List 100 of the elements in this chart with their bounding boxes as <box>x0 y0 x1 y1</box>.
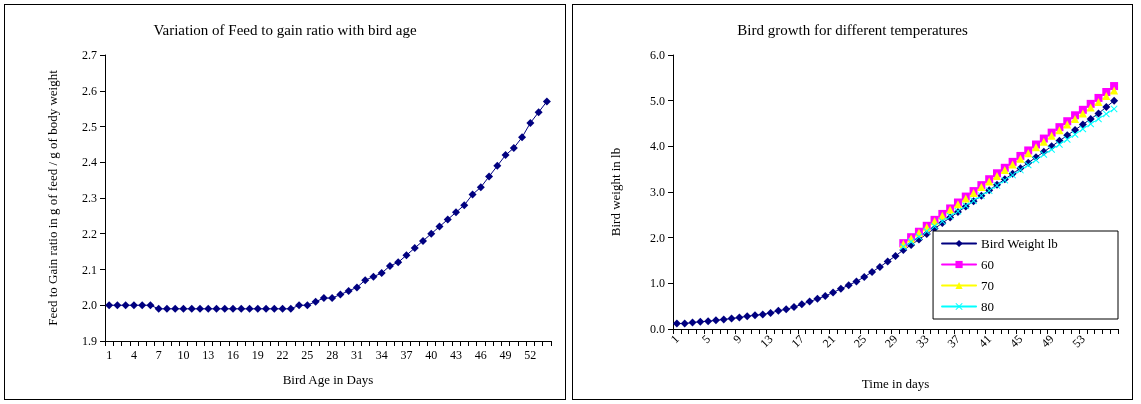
point <box>237 304 246 313</box>
point <box>852 277 861 286</box>
x-tick-label: 22 <box>276 348 289 362</box>
point <box>534 108 543 117</box>
point <box>790 303 799 312</box>
x-tick-label: 13 <box>202 348 215 362</box>
point <box>1102 110 1110 118</box>
point <box>1110 86 1119 95</box>
point <box>229 304 238 313</box>
point <box>129 301 138 310</box>
point <box>369 272 378 281</box>
point <box>452 208 461 217</box>
x-tick-label: 37 <box>400 348 413 362</box>
point <box>154 304 163 313</box>
point <box>418 236 427 245</box>
point <box>377 269 386 278</box>
x-tick-label: 5 <box>698 332 714 347</box>
x-tick-label: 4 <box>130 348 137 362</box>
point <box>1110 96 1119 105</box>
x-tick-label: 40 <box>425 348 438 362</box>
y-tick-label: 2.0 <box>82 298 97 313</box>
point <box>311 297 320 306</box>
point <box>303 301 312 310</box>
y-tick-label: 2.5 <box>82 119 97 134</box>
point <box>1086 103 1095 112</box>
x-tick-label: 52 <box>524 348 537 362</box>
point <box>253 304 262 313</box>
point <box>1071 130 1079 138</box>
point <box>735 313 744 322</box>
point <box>402 251 411 260</box>
x-tick-label: 33 <box>913 332 932 351</box>
point <box>1040 151 1048 159</box>
point <box>704 317 713 326</box>
point <box>138 301 147 310</box>
y-tick-label: 3.0 <box>650 185 665 199</box>
point <box>270 304 279 313</box>
y-tick-label: 5.0 <box>650 93 665 108</box>
point <box>278 304 287 313</box>
point <box>727 314 736 323</box>
y-tick-label: 2.3 <box>82 191 97 205</box>
point <box>286 304 295 313</box>
x-tick-label: 1 <box>106 348 113 362</box>
point <box>245 304 254 313</box>
x-tick-label: 46 <box>474 348 487 362</box>
point <box>394 258 403 267</box>
point <box>262 304 271 313</box>
point <box>443 215 452 224</box>
point <box>427 229 436 238</box>
x-tick-label: 21 <box>819 332 838 351</box>
point <box>1094 98 1103 107</box>
x-tick-label: 28 <box>326 348 339 362</box>
point <box>750 311 759 320</box>
point <box>1102 87 1111 96</box>
point <box>179 304 188 313</box>
x-tick-label: 25 <box>301 348 314 362</box>
point <box>805 297 814 306</box>
point <box>518 133 527 142</box>
y-axis-title: Feed to Gain ratio in g of feed / g of body weight <box>44 69 60 326</box>
x-axis-title: Bird Age in Days <box>282 372 374 387</box>
y-axis-title: Bird weight in lb <box>607 147 623 237</box>
point <box>1071 125 1080 134</box>
point <box>860 272 869 281</box>
point <box>468 190 477 199</box>
legend-label: 80 <box>981 299 995 314</box>
x-tick-label: 17 <box>788 332 807 351</box>
y-tick-label: 6.0 <box>650 48 665 62</box>
point <box>509 143 518 152</box>
x-tick-label: 7 <box>155 348 162 362</box>
point <box>336 290 345 299</box>
point <box>711 316 720 325</box>
point <box>844 281 853 290</box>
point <box>688 318 697 327</box>
point <box>352 283 361 292</box>
x-axis-title: Time in days <box>861 376 930 391</box>
y-tick-label: 2.2 <box>82 226 97 241</box>
x-tick-label: 41 <box>975 332 995 351</box>
point <box>361 276 370 285</box>
x-tick-label: 19 <box>251 348 264 362</box>
point <box>295 301 304 310</box>
point <box>485 172 494 181</box>
x-tick-label: 1 <box>667 332 682 347</box>
point <box>121 301 130 310</box>
chart-title: Bird growth for different temperatures <box>737 21 968 38</box>
point <box>836 284 845 293</box>
x-tick-label: 43 <box>450 348 463 362</box>
point <box>435 222 444 231</box>
legend-label: 70 <box>981 278 995 293</box>
chart-title: Variation of Feed to gain ratio with bird age <box>153 21 417 38</box>
legend-label: Bird Weight lb <box>981 236 1058 251</box>
point <box>891 251 900 260</box>
point <box>1063 131 1072 140</box>
point <box>1110 82 1119 91</box>
point <box>883 257 892 266</box>
y-tick-label: 2.0 <box>650 230 665 245</box>
point <box>680 319 689 328</box>
point <box>1086 114 1095 123</box>
x-tick-label: 9 <box>730 332 745 347</box>
point <box>743 312 752 321</box>
point <box>868 267 877 276</box>
point <box>1078 120 1087 129</box>
